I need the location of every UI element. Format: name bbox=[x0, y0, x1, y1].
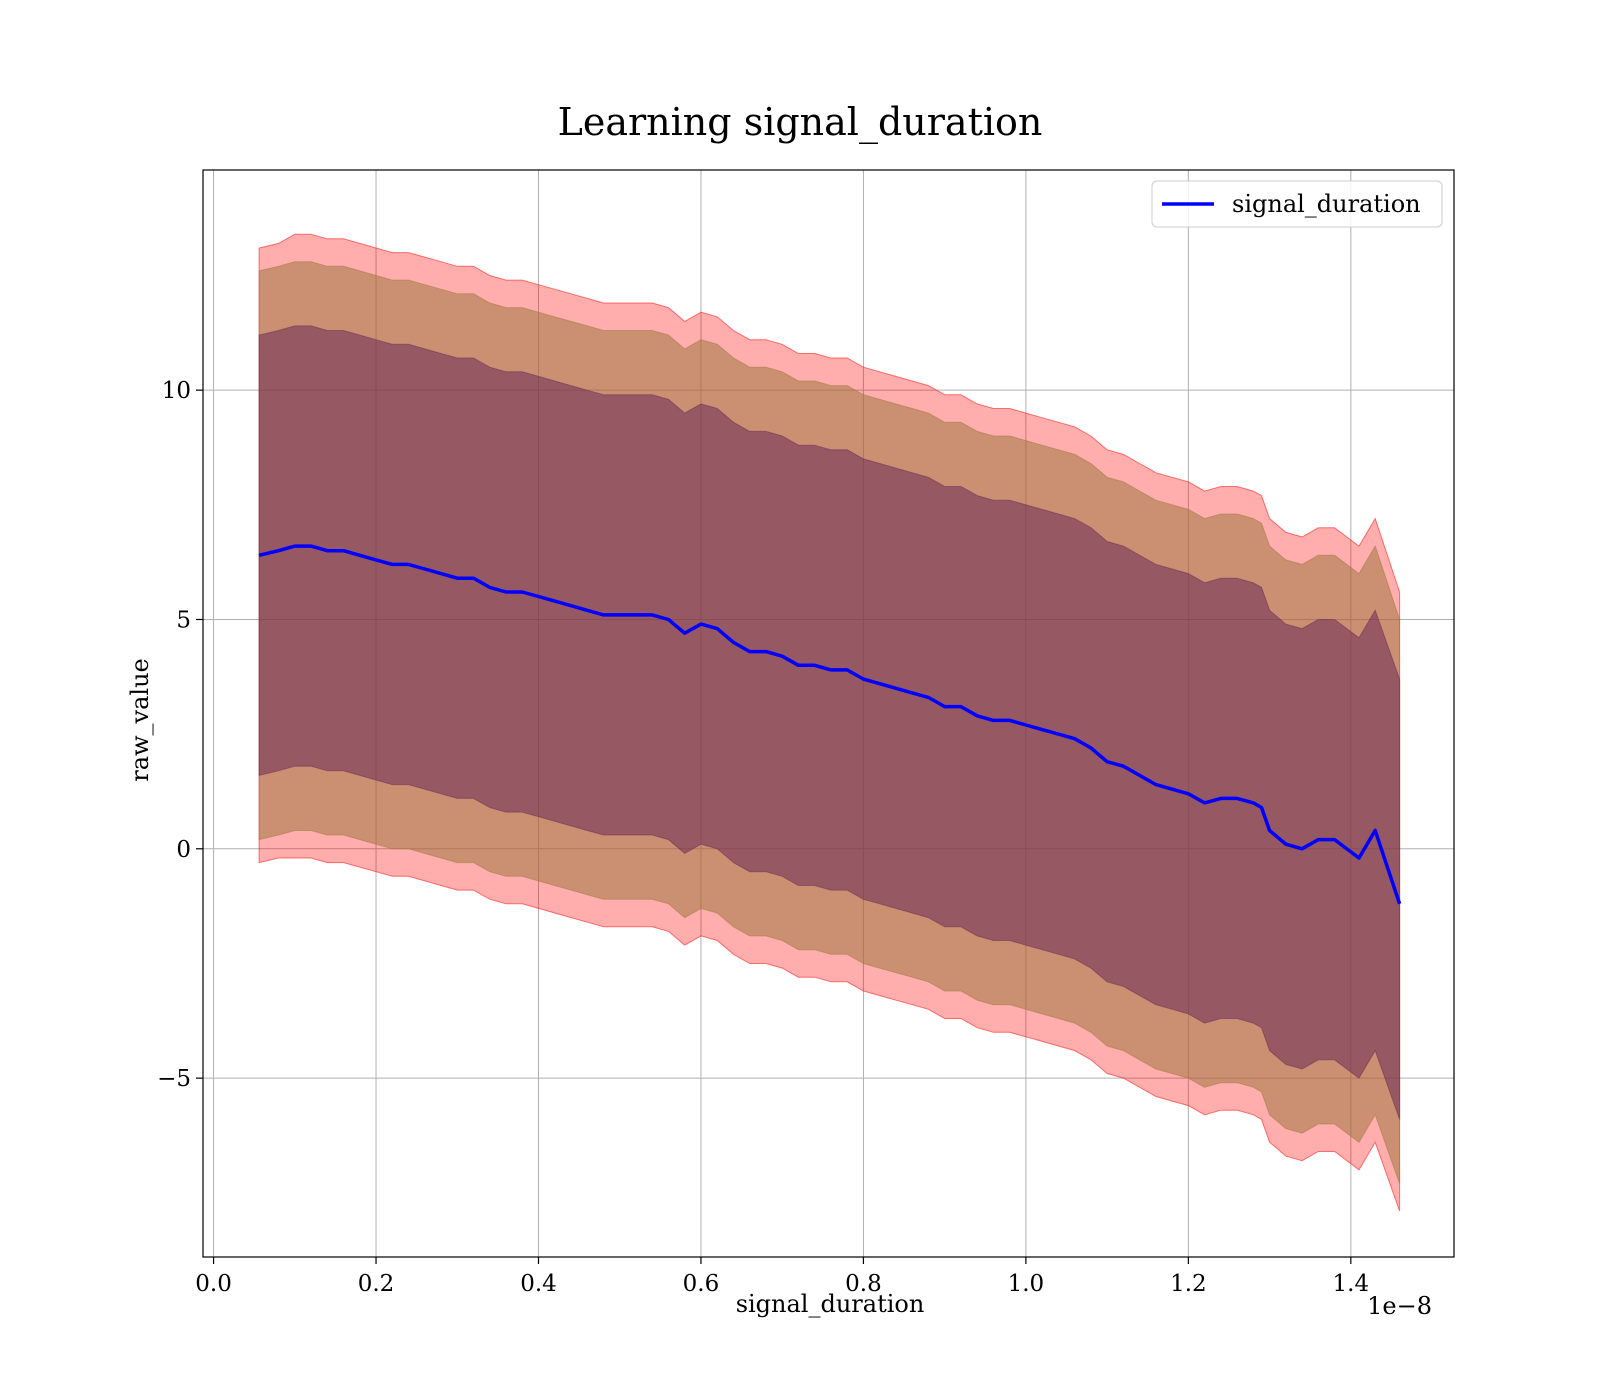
y-tick-label: −5 bbox=[157, 1066, 191, 1092]
band-layer bbox=[258, 233, 1401, 1212]
line-layer bbox=[258, 544, 1402, 905]
plot-frame bbox=[202, 169, 1455, 1258]
legend: signal_duration bbox=[1151, 180, 1443, 228]
legend-box bbox=[1151, 180, 1443, 228]
x-tick-label: 1.4 bbox=[1333, 1271, 1370, 1297]
x-tick-label: 0.6 bbox=[683, 1271, 720, 1297]
inner-band bbox=[258, 325, 1401, 1120]
y-tick-label: 10 bbox=[162, 378, 191, 404]
series-line-signal_duration bbox=[258, 544, 1402, 905]
tick-layer: 0.0 0.2 0.4 0.6 0.8 1.0 1.2 1.4 −5 0 5 10 bbox=[157, 378, 1369, 1297]
x-tick-label: 1.2 bbox=[1170, 1271, 1207, 1297]
legend-label: signal_duration bbox=[1232, 190, 1421, 218]
x-axis-label: signal_duration bbox=[735, 1290, 925, 1318]
chart-title: Learning signal_duration bbox=[557, 100, 1043, 144]
x-tick-label: 0.4 bbox=[520, 1271, 557, 1297]
y-tick-label: 5 bbox=[176, 607, 191, 633]
y-tick-label: 0 bbox=[176, 837, 191, 863]
x-tick-label: 1.0 bbox=[1008, 1271, 1045, 1297]
x-tick-label: 0.2 bbox=[358, 1271, 395, 1297]
x-offset-label: 1e−8 bbox=[1367, 1292, 1432, 1320]
y-axis-label: raw_value bbox=[126, 658, 154, 782]
x-tick-label: 0.0 bbox=[195, 1271, 232, 1297]
x-tick-label: 0.8 bbox=[845, 1271, 882, 1297]
